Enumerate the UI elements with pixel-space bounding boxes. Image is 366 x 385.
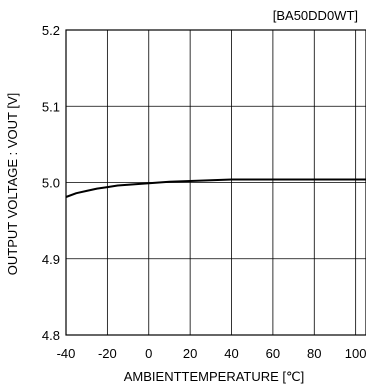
x-tick-label: -40 [57,346,76,361]
y-tick-label: 5.0 [42,176,60,191]
y-tick-label: 4.9 [42,252,60,267]
grid-lines [65,29,366,336]
y-tick-label: 5.1 [42,99,60,114]
x-tick-label: -20 [98,346,117,361]
x-tick-label: 100 [345,346,366,361]
x-tick-label: 20 [183,346,197,361]
x-tick-label: 60 [266,346,280,361]
y-tick-label: 5.2 [42,23,60,38]
y-tick-labels: 4.8 4.9 5.0 5.1 5.2 [42,23,60,343]
series-lines [65,178,366,198]
y-axis-label: OUTPUT VOLTAGE : VOUT [V] [5,93,20,276]
plot-frame [65,29,366,336]
series-line [65,178,366,198]
x-axis-label: AMBIENTTEMPERATURE [℃] [124,369,304,384]
x-tick-label: 0 [145,346,152,361]
y-tick-label: 4.8 [42,328,60,343]
x-tick-label: 80 [307,346,321,361]
x-tick-label: 40 [224,346,238,361]
chart-title: [BA50DD0WT] [273,8,358,23]
x-tick-labels: -40 -20 0 20 40 60 80 100 [57,346,366,361]
